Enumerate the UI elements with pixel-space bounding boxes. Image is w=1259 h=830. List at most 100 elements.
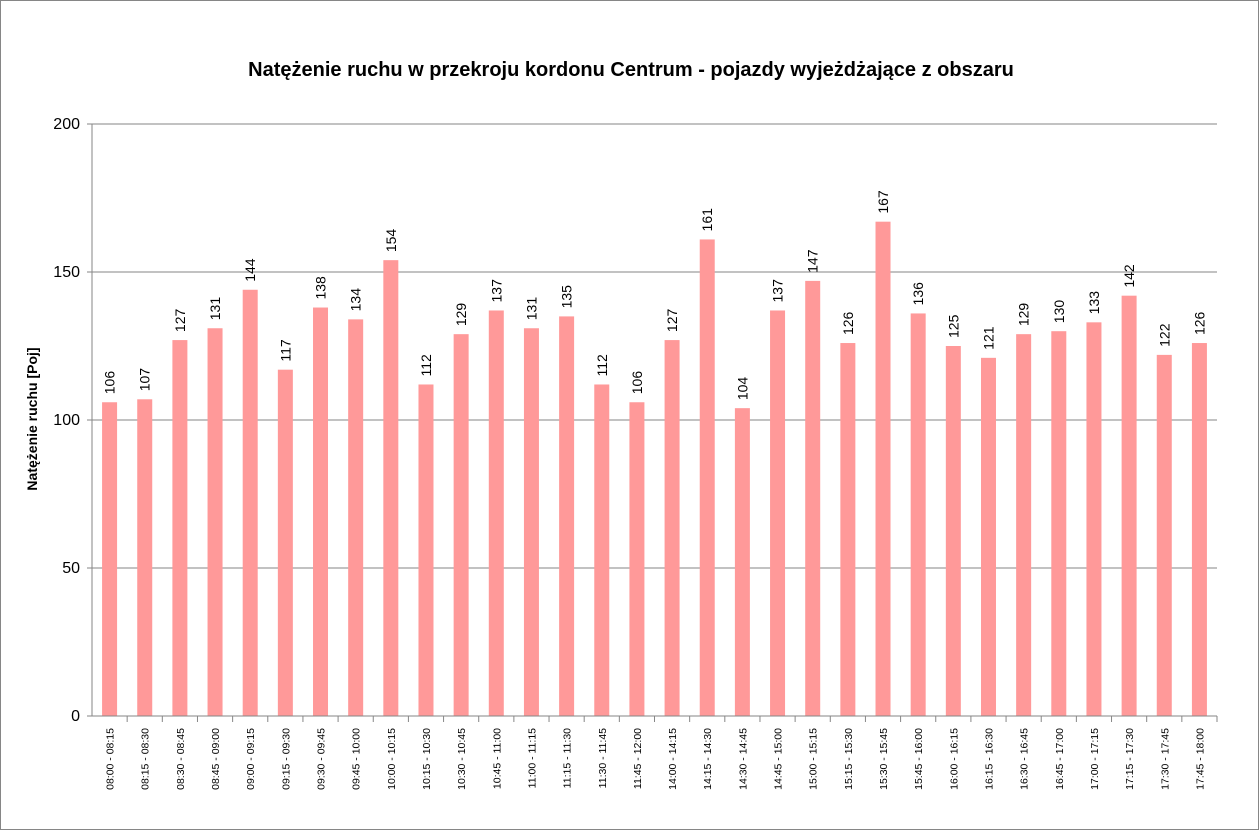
bar: [207, 328, 223, 716]
y-tick-label: 200: [53, 116, 80, 133]
axes: [91, 124, 1217, 717]
data-label: 138: [313, 276, 329, 300]
data-label: 112: [418, 354, 434, 377]
x-tick-label: 15:00 - 15:15: [808, 728, 820, 790]
bar: [664, 340, 680, 716]
data-label: 126: [1191, 311, 1207, 335]
y-axis-label: Natężenie ruchu [Poj]: [24, 347, 40, 490]
bar: [313, 307, 329, 716]
x-tick-label: 17:15 - 17:30: [1124, 728, 1136, 790]
data-label: 137: [488, 279, 504, 303]
x-tick-label: 16:45 - 17:00: [1054, 728, 1066, 790]
data-label: 129: [1016, 303, 1032, 327]
x-tick-label: 10:45 - 11:00: [491, 728, 503, 789]
x-tick-label: 10:30 - 10:45: [456, 728, 468, 790]
x-tick-label: 14:15 - 14:30: [702, 728, 714, 790]
data-label: 125: [945, 314, 961, 338]
data-label: 135: [559, 285, 575, 309]
bar: [383, 260, 399, 716]
bar: [1051, 331, 1067, 716]
data-label: 106: [629, 371, 645, 395]
x-tick-label: 15:30 - 15:45: [878, 728, 890, 790]
bar: [805, 280, 821, 716]
x-tick-label: 10:00 - 10:15: [386, 728, 398, 790]
data-label: 106: [102, 371, 118, 395]
bar: [1016, 334, 1032, 716]
bar: [734, 408, 750, 716]
bar: [559, 316, 575, 716]
data-label: 126: [840, 311, 856, 335]
x-tick-label: 11:15 - 11:30: [562, 728, 574, 788]
data-label: 161: [699, 208, 715, 232]
x-tick-label: 09:30 - 09:45: [316, 728, 328, 790]
x-tick-label: 08:45 - 09:00: [210, 728, 222, 790]
data-label: 167: [875, 190, 891, 214]
data-label: 131: [207, 297, 223, 321]
data-label: 121: [980, 326, 996, 350]
bar: [277, 369, 293, 716]
bar: [699, 239, 715, 716]
chart-title: Natężenie ruchu w przekroju kordonu Cent…: [248, 59, 1014, 81]
bar: [770, 310, 786, 716]
x-tick-label: 11:45 - 12:00: [632, 728, 644, 789]
x-tick-label: 08:15 - 08:30: [140, 728, 152, 790]
data-label: 117: [277, 339, 293, 362]
x-tick-label: 17:00 - 17:15: [1089, 728, 1101, 790]
bar: [102, 402, 118, 716]
bar: [980, 357, 996, 716]
bars: [102, 221, 1207, 716]
x-tick-label: 14:00 - 14:15: [667, 728, 679, 790]
data-labels: 106 107 127 131 144 117 138 134 154 112 129 137 131 1…: [102, 190, 1208, 400]
bar: [629, 402, 645, 716]
y-tick-label: 0: [71, 708, 80, 725]
x-axis-ticks: 08:00 - 08:15 08:15 - 08:30 08:30 - 08:45 0…: [105, 716, 1218, 790]
y-axis-ticks: 0 50 100 150 200: [53, 116, 92, 725]
data-label: 104: [734, 377, 750, 401]
x-tick-label: 10:15 - 10:30: [421, 728, 433, 790]
data-label: 137: [770, 279, 786, 303]
bar: [523, 328, 539, 716]
x-tick-label: 09:15 - 09:30: [280, 728, 292, 790]
data-label: 130: [1051, 300, 1067, 324]
bar: [453, 334, 469, 716]
data-label: 142: [1121, 264, 1137, 288]
data-label: 133: [1086, 291, 1102, 315]
x-tick-label: 09:45 - 10:00: [351, 728, 363, 790]
bar: [945, 346, 961, 716]
data-label: 122: [1156, 323, 1172, 347]
bar: [1191, 343, 1207, 716]
x-tick-label: 17:30 - 17:45: [1159, 728, 1171, 790]
x-tick-label: 17:45 - 18:00: [1194, 728, 1206, 790]
gridlines: [92, 123, 1217, 569]
data-label: 147: [805, 249, 821, 273]
data-label: 127: [664, 309, 680, 333]
data-label: 144: [242, 258, 258, 282]
x-tick-label: 16:15 - 16:30: [983, 728, 995, 790]
bar: [418, 384, 434, 716]
x-tick-label: 16:00 - 16:15: [948, 728, 960, 790]
data-label: 107: [137, 368, 153, 392]
y-tick-label: 50: [62, 560, 80, 577]
data-label: 127: [172, 309, 188, 333]
data-label: 134: [348, 288, 364, 312]
y-tick-label: 100: [53, 412, 80, 429]
x-tick-label: 11:00 - 11:15: [526, 728, 538, 788]
data-label: 112: [594, 354, 610, 377]
x-tick-label: 08:30 - 08:45: [175, 728, 187, 790]
data-label: 136: [910, 282, 926, 306]
x-tick-label: 08:00 - 08:15: [105, 728, 117, 790]
x-tick-label: 15:15 - 15:30: [843, 728, 855, 790]
bar: [840, 343, 856, 716]
bar: [488, 310, 504, 716]
bar: [1121, 295, 1137, 716]
x-tick-label: 15:45 - 16:00: [913, 728, 925, 790]
bar: [172, 340, 188, 716]
bar: [910, 313, 926, 716]
bar: [1156, 354, 1172, 716]
x-tick-label: 14:45 - 15:00: [773, 728, 785, 790]
bar: [594, 384, 610, 716]
x-tick-label: 09:00 - 09:15: [245, 728, 257, 790]
data-label: 129: [453, 303, 469, 327]
bar: [348, 319, 364, 716]
